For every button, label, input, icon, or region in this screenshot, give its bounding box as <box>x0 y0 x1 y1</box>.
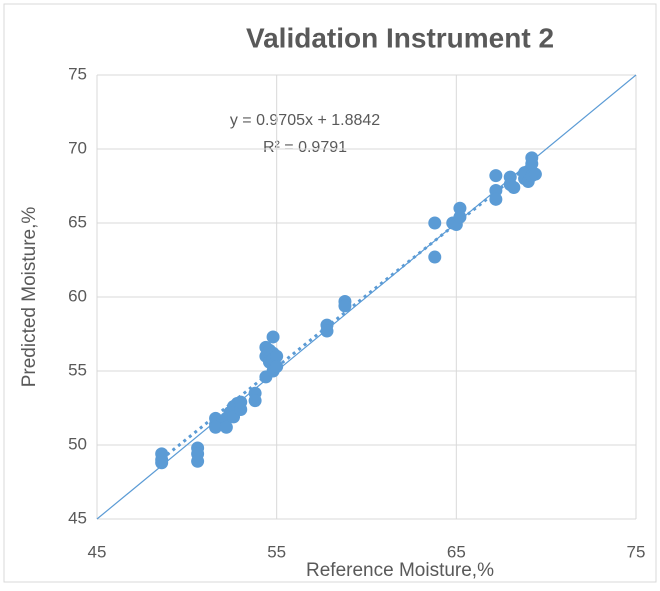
y-tick-label: 65 <box>68 212 87 231</box>
point <box>219 420 233 434</box>
point <box>489 183 503 197</box>
y-tick-label: 45 <box>68 508 87 527</box>
y-tick-label: 55 <box>68 360 87 379</box>
x-tick-label: 45 <box>88 542 107 561</box>
point <box>428 216 442 230</box>
y-axis-title: Predicted Moisture,% <box>19 207 40 388</box>
point <box>428 250 442 264</box>
y-tick-label: 75 <box>68 64 87 83</box>
x-tick-label: 65 <box>447 542 466 561</box>
chart-title: Validation Instrument 2 <box>246 22 554 53</box>
point <box>209 420 223 434</box>
y-tick-label: 70 <box>68 138 87 157</box>
y-tick-label: 60 <box>68 286 87 305</box>
x-tick-label: 55 <box>267 542 286 561</box>
point <box>507 180 521 194</box>
chart-frame <box>3 3 657 583</box>
point <box>453 201 467 215</box>
point <box>489 192 503 206</box>
r-squared: R² = 0.9791 <box>263 139 347 156</box>
equation: y = 0.9705x + 1.8842 <box>230 112 380 129</box>
point <box>525 151 539 165</box>
point <box>248 394 262 408</box>
x-tick-label: 75 <box>627 542 646 561</box>
point <box>453 210 467 224</box>
x-axis-title: Reference Moisture,% <box>306 560 494 581</box>
point <box>234 395 248 409</box>
point <box>155 456 169 470</box>
point <box>270 349 284 363</box>
point <box>320 324 334 338</box>
point <box>338 299 352 313</box>
point <box>266 330 280 344</box>
point <box>489 169 503 183</box>
y-tick-label: 50 <box>68 434 87 453</box>
point <box>528 167 542 181</box>
point <box>191 454 205 468</box>
point <box>270 360 284 374</box>
